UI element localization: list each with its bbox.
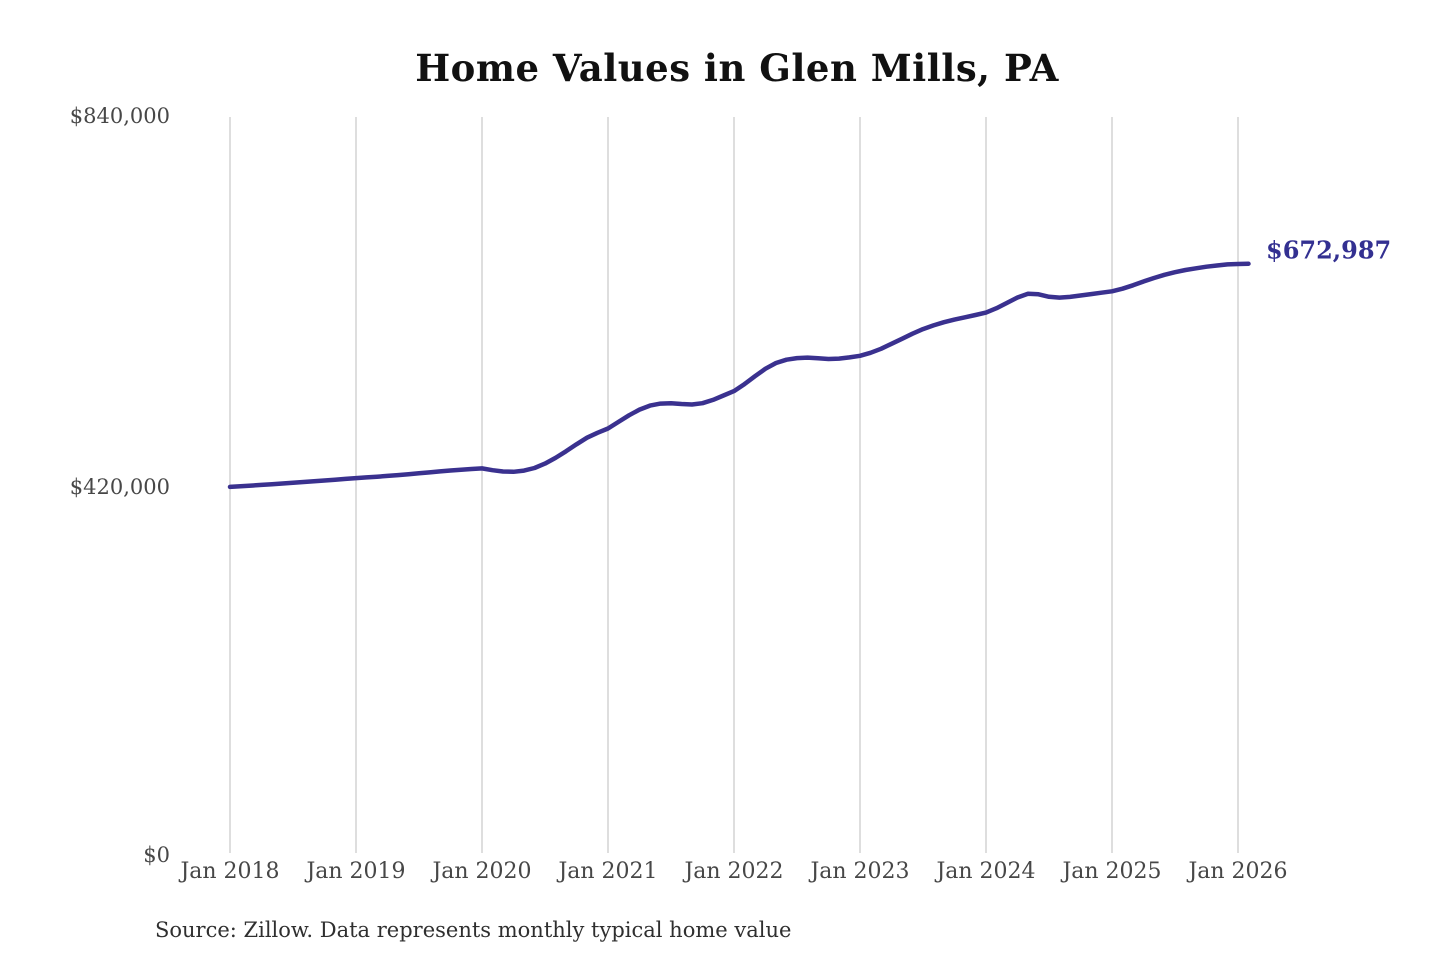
home-value-line [227,261,1251,490]
latest-value-label: $672,987 [1266,235,1392,265]
source-note: Source: Zillow. Data represents monthly … [155,918,792,942]
x-axis-tick-label: Jan 2026 [1188,859,1288,884]
x-axis-tick-label: Jan 2025 [1062,859,1162,884]
x-axis-tick-label: Jan 2020 [432,859,532,884]
x-axis-tick-label: Jan 2021 [558,859,658,884]
y-axis-tick-label: $0 [143,843,170,867]
y-axis-tick-label: $840,000 [69,104,170,128]
x-axis-tick-label: Jan 2019 [306,859,406,884]
y-axis-tick-label: $420,000 [69,475,170,499]
x-axis-tick-label: Jan 2024 [936,859,1036,884]
x-axis-tick-label: Jan 2023 [810,859,910,884]
chart-title: Home Values in Glen Mills, PA [415,46,1059,90]
x-axis-tick-label: Jan 2022 [684,859,784,884]
x-axis-tick-label: Jan 2018 [180,859,280,884]
